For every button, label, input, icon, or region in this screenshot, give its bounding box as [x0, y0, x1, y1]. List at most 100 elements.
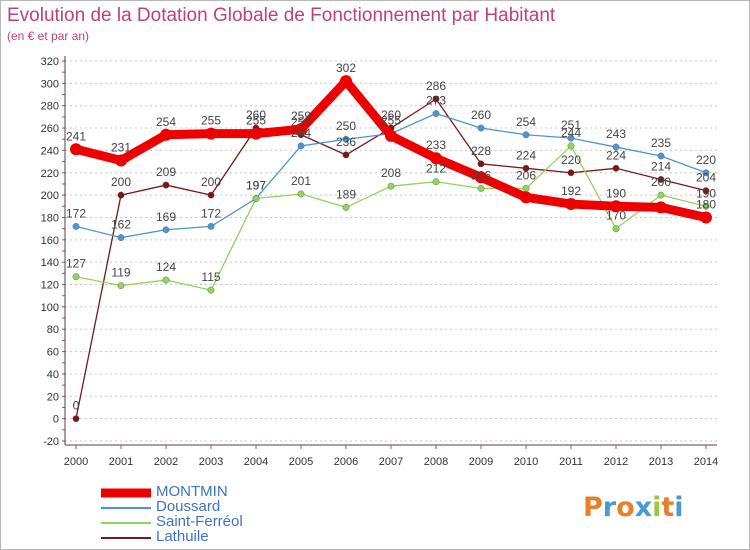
data-point-lathuile: [477, 160, 485, 168]
legend-item-lathuile: Lathuile: [101, 528, 321, 545]
data-point-doussard: [432, 110, 440, 117]
y-tick-label: 40: [47, 369, 59, 381]
data-point-montmin: [430, 152, 442, 165]
data-label-lathuile: 260: [246, 108, 266, 122]
data-label-saint-ferr-ol: 115: [201, 270, 220, 284]
data-point-lathuile: [72, 415, 80, 423]
data-label-lathuile: 220: [561, 153, 581, 167]
data-point-saint-ferr-ol: [342, 204, 350, 211]
data-point-doussard: [657, 152, 665, 160]
x-tick-label: 2011: [559, 456, 583, 468]
data-label-montmin: 241: [66, 129, 86, 143]
y-tick-label: -20: [43, 436, 59, 448]
x-tick-label: 2014: [694, 456, 718, 468]
chart-subtitle: (en € et par an): [7, 29, 90, 43]
data-label-doussard: 255: [381, 114, 401, 128]
y-tick-label: 60: [47, 347, 59, 359]
data-label-doussard: 220: [696, 153, 716, 167]
legend-swatch-saint-ferreol: [101, 521, 151, 524]
data-label-doussard: 169: [156, 210, 176, 224]
legend-item-saint-ferreol: Saint-Ferréol: [101, 513, 321, 530]
x-tick-label: 2009: [469, 456, 493, 468]
y-tick-label: 20: [47, 391, 59, 403]
legend-item-montmin: MONTMIN: [101, 483, 321, 500]
y-tick-label: 260: [41, 123, 59, 135]
data-label-lathuile: 260: [381, 108, 401, 122]
x-tick-label: 2003: [199, 456, 223, 468]
data-point-doussard: [72, 223, 80, 230]
logo-letter: i: [674, 492, 684, 523]
data-point-lathuile: [657, 176, 665, 183]
data-point-lathuile: [207, 191, 215, 199]
data-point-montmin: [385, 129, 397, 142]
data-label-saint-ferr-ol: 208: [381, 166, 401, 180]
x-tick-label: 2008: [424, 456, 448, 468]
data-point-lathuile: [117, 191, 125, 199]
y-tick-label: 200: [41, 190, 59, 202]
y-tick-label: 120: [41, 280, 59, 292]
data-label-saint-ferr-ol: 206: [516, 168, 536, 182]
x-tick-label: 2010: [514, 456, 538, 468]
axes: -200204060801001201401601802002202402602…: [41, 56, 718, 468]
legend-item-doussard: Doussard: [101, 498, 321, 515]
data-label-saint-ferr-ol: 127: [66, 257, 86, 271]
data-label-saint-ferr-ol: 197: [246, 178, 266, 192]
y-tick-label: 240: [41, 145, 59, 157]
data-point-saint-ferr-ol: [657, 191, 665, 199]
data-point-doussard: [702, 169, 710, 177]
data-label-montmin: 190: [606, 186, 626, 200]
data-label-montmin: 233: [426, 138, 446, 152]
data-label-montmin: 255: [201, 114, 221, 128]
data-label-saint-ferr-ol: 212: [426, 162, 446, 176]
data-label-doussard: 235: [651, 136, 671, 150]
data-point-saint-ferr-ol: [252, 195, 260, 202]
data-label-montmin: 192: [561, 184, 581, 198]
proxiti-logo: Proxiti: [583, 492, 684, 523]
y-tick-label: 220: [41, 168, 59, 180]
data-label-doussard: 250: [336, 119, 356, 133]
y-tick-label: 180: [41, 212, 59, 224]
data-point-saint-ferr-ol: [567, 142, 575, 150]
data-point-montmin: [115, 154, 127, 167]
grid: [65, 60, 717, 442]
data-point-montmin: [160, 128, 172, 141]
data-label-lathuile: 204: [696, 171, 716, 185]
data-label-doussard: 244: [291, 126, 311, 140]
data-label-lathuile: 254: [291, 115, 311, 129]
data-label-saint-ferr-ol: 206: [471, 168, 491, 182]
data-label-montmin: 231: [111, 140, 131, 154]
data-label-lathuile: 286: [426, 79, 446, 93]
x-tick-label: 2002: [154, 456, 178, 468]
y-tick-label: 320: [41, 56, 59, 68]
y-tick-label: 0: [53, 414, 59, 426]
y-tick-label: 160: [41, 235, 59, 247]
data-point-saint-ferr-ol: [702, 202, 710, 210]
data-label-doussard: 197: [246, 178, 266, 192]
data-point-saint-ferr-ol: [612, 225, 620, 233]
data-label-doussard: 243: [606, 127, 626, 141]
data-label-lathuile: 209: [156, 165, 176, 179]
legend-swatch-montmin: [101, 488, 151, 497]
data-label-doussard: 172: [66, 206, 86, 220]
data-point-montmin: [70, 143, 82, 156]
data-label-lathuile: 224: [606, 148, 626, 162]
data-point-montmin: [610, 200, 622, 213]
x-tick-label: 2013: [649, 456, 673, 468]
legend-label-saint-ferreol: Saint-Ferréol: [156, 513, 243, 530]
logo-letter: r: [602, 492, 617, 523]
x-tick-label: 2007: [379, 456, 403, 468]
x-tick-label: 2001: [109, 456, 133, 468]
data-point-lathuile: [432, 95, 440, 103]
x-tick-label: 2005: [289, 456, 313, 468]
data-point-lathuile: [612, 164, 620, 172]
data-label-doussard: 260: [471, 108, 491, 122]
data-point-lathuile: [522, 164, 530, 172]
y-tick-label: 280: [41, 101, 59, 113]
logo-letter: i: [652, 492, 662, 523]
data-point-doussard: [567, 134, 575, 142]
legend-label-doussard: Doussard: [156, 498, 221, 515]
data-label-lathuile: 200: [201, 175, 221, 189]
logo-letter: P: [583, 492, 603, 523]
data-label-montmin: 302: [336, 61, 356, 75]
